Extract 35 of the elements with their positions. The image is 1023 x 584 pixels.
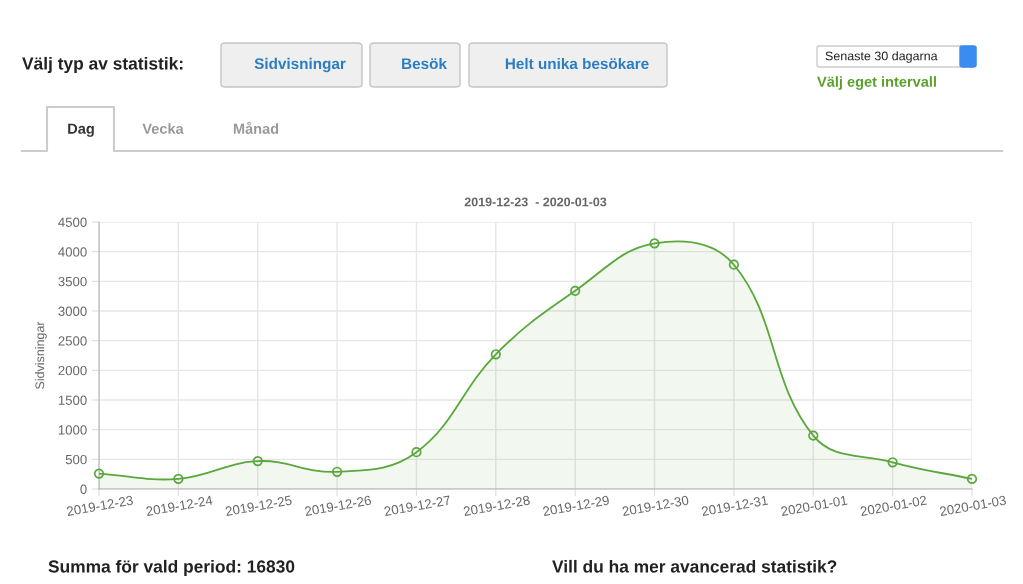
x-tick-label: 2019-12-23	[66, 495, 134, 517]
chart-title: 2019-12-23 - 2020-01-03	[464, 197, 607, 207]
x-tick-label: 2019-12-28	[463, 495, 531, 517]
x-tick-label: 2019-12-24	[145, 495, 213, 517]
y-axis-title: Sidvisningar	[35, 321, 47, 389]
text: Vill du ha mer avancerad statistik?	[552, 559, 837, 573]
x-tick-label: 2019-12-31	[701, 495, 769, 517]
y-tick-label: 1000	[58, 425, 87, 435]
x-tick-label: 2019-12-25	[225, 495, 293, 517]
x-tick-label: 2020-01-01	[780, 495, 848, 517]
text: Välj typ av statistik:	[22, 56, 183, 74]
text: Summa för vald period: 16830	[48, 559, 295, 577]
x-tick-label: 2020-01-02	[860, 495, 927, 517]
x-tick-label: 2020-01-03	[939, 495, 1007, 517]
x-tick-label: 2019-12-27	[383, 495, 451, 517]
y-tick-label: 3000	[58, 306, 87, 316]
y-tick-label: 1500	[58, 395, 87, 405]
y-tick-label: 4000	[58, 247, 87, 257]
text: Välj eget intervall	[817, 76, 936, 90]
text: Helt unika besökare	[505, 57, 649, 70]
y-tick-label: 4500	[58, 217, 87, 227]
text: Senaste 30 dagarna	[825, 51, 938, 63]
x-tick-label: 2019-12-30	[622, 495, 689, 517]
text: Sidvisningar	[254, 57, 346, 73]
text: Månad	[233, 121, 279, 134]
y-tick-label: 3500	[58, 276, 87, 287]
text: Dag	[68, 123, 94, 137]
text: Vecka	[142, 123, 184, 134]
y-tick-label: 500	[65, 454, 87, 465]
x-tick-label: 2019-12-29	[542, 495, 610, 517]
x-tick-label: 2019-12-26	[304, 495, 372, 517]
text: Besök	[402, 57, 447, 70]
y-tick-label: 2000	[58, 365, 87, 376]
y-tick-label: 2500	[58, 336, 87, 346]
y-tick-label: 0	[80, 484, 87, 494]
